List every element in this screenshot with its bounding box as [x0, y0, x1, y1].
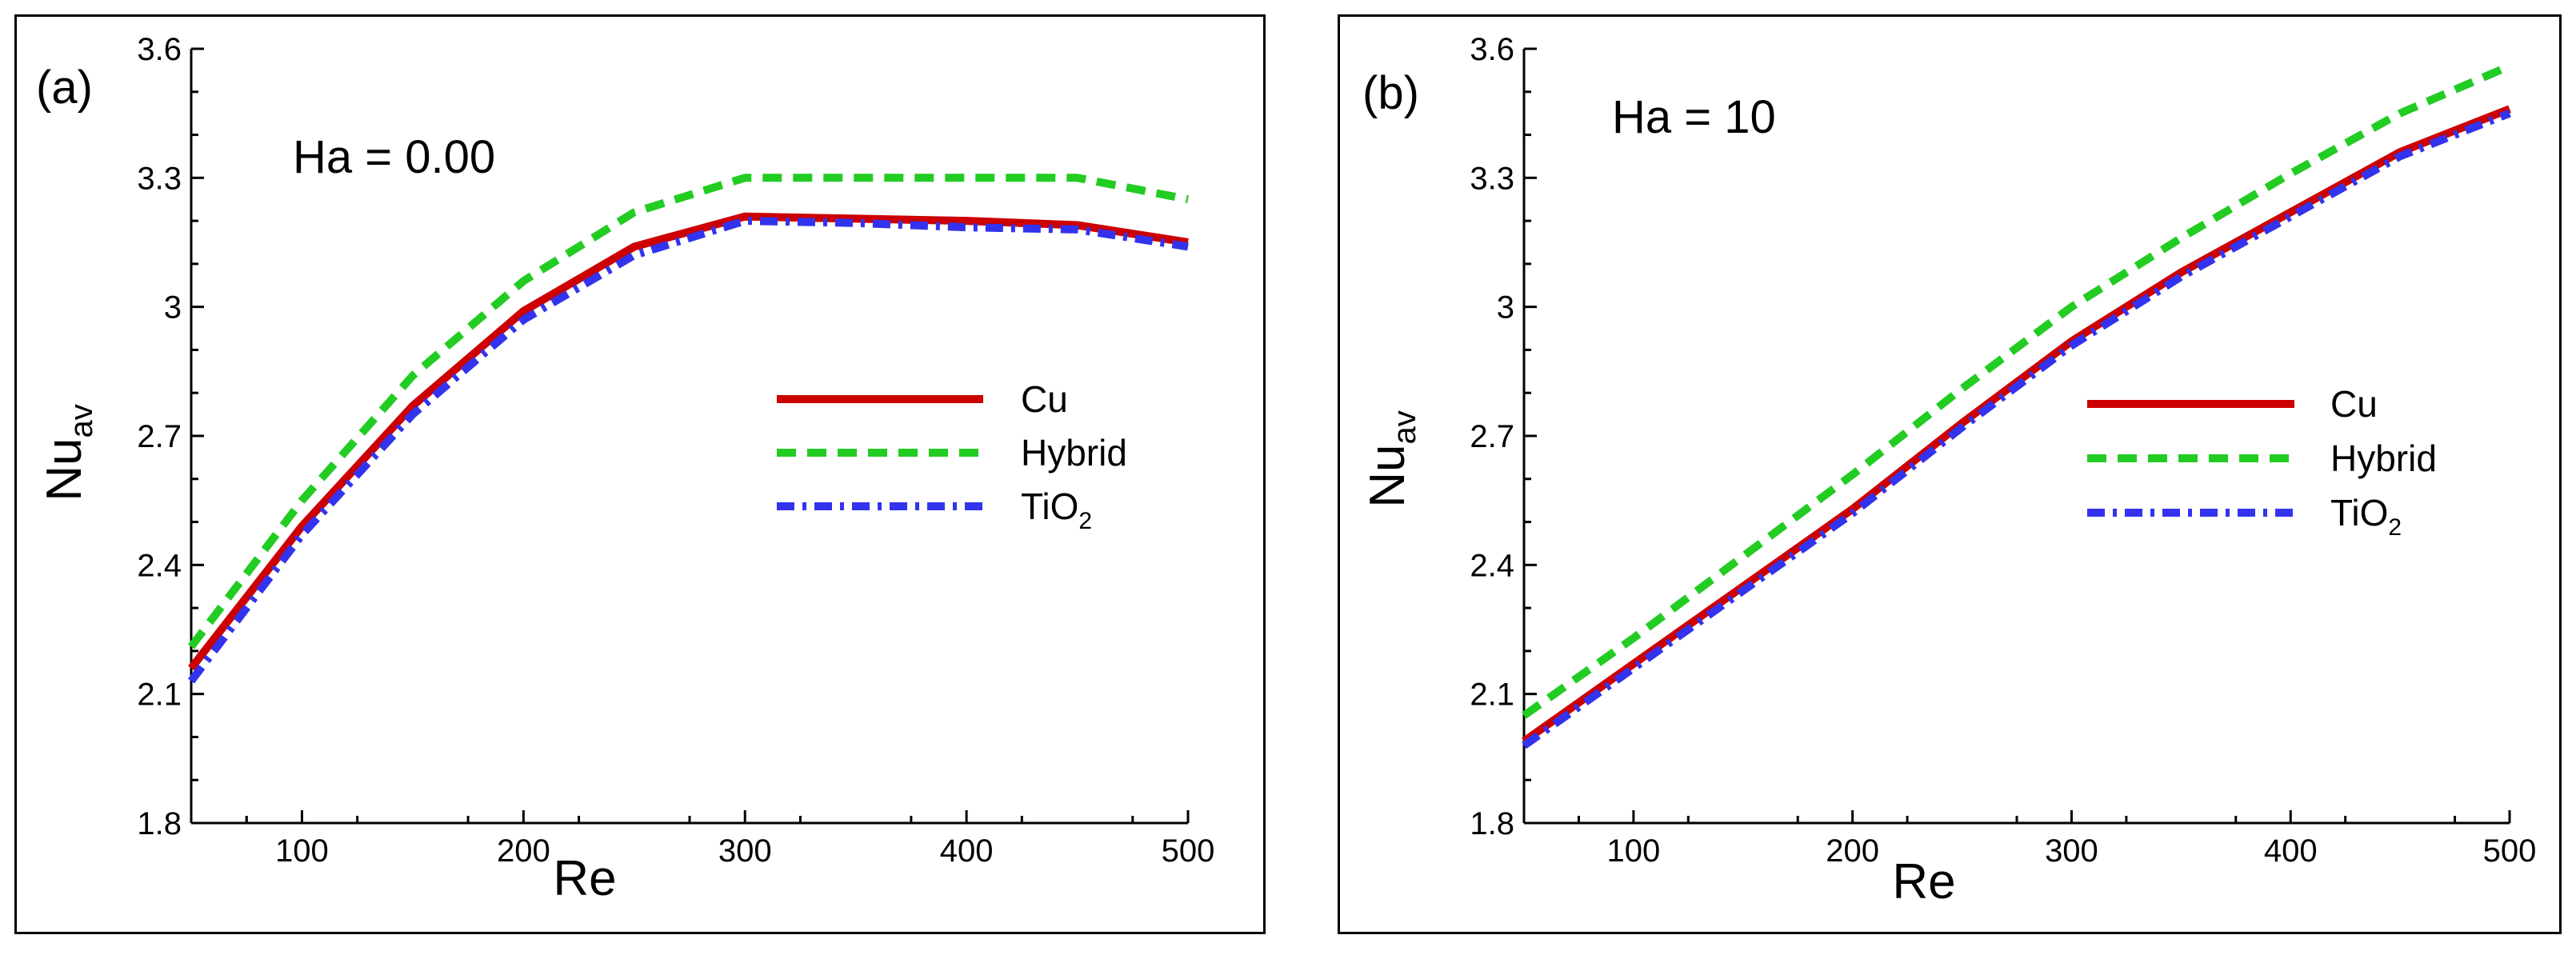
- y-tick-label-a: 3.6: [137, 32, 182, 67]
- y-tick-label-a: 3.3: [137, 161, 182, 196]
- legend-label-main-a: TiO: [1021, 485, 1078, 527]
- x-tick-label-a: 200: [497, 833, 550, 869]
- series-line-cu-b: [1522, 105, 2511, 745]
- legend-label-main-a: Cu: [1021, 378, 1068, 420]
- legend-label-main-b: Cu: [2330, 383, 2378, 425]
- legend-label-cu-a: Cu: [1021, 378, 1068, 420]
- y-axis-title-sub-b: av: [1387, 410, 1422, 444]
- legend-label-tio-a: TiO2: [1021, 485, 1092, 534]
- x-tick-label-a: 400: [940, 833, 994, 869]
- x-tick-label-a: 100: [275, 833, 329, 869]
- ha-annotation-a: Ha = 0.00: [293, 131, 495, 183]
- y-axis-title-b: Nuav: [1360, 410, 1422, 508]
- x-axis-title-b: Re: [1892, 854, 1955, 909]
- y-tick-label-a: 2.4: [137, 548, 182, 583]
- y-axis-title-sub-a: av: [64, 404, 99, 438]
- x-tick-label-b: 300: [2045, 833, 2098, 869]
- y-tick-label-a: 2.1: [137, 677, 182, 713]
- legend-label-cu-b: Cu: [2330, 383, 2378, 425]
- series-line-hybrid-b: [1522, 62, 2511, 719]
- ha-annotation-b: Ha = 10: [1612, 91, 1776, 143]
- x-axis-title-a: Re: [553, 851, 616, 906]
- series-line-tio-b: [1522, 110, 2511, 749]
- y-axis-title-a: Nuav: [37, 404, 99, 501]
- x-tick-label-b: 100: [1607, 833, 1661, 869]
- y-tick-label-b: 2.4: [1470, 548, 1514, 583]
- x-tick-label-b: 200: [1826, 833, 1879, 869]
- legend-label-sub-a: 2: [1078, 508, 1092, 534]
- x-tick-label-b: 500: [2483, 833, 2537, 869]
- y-tick-label-b: 3: [1497, 290, 1514, 326]
- panel-label-a: (a): [36, 62, 93, 114]
- chart-panel-a: 1.8 2.1 2.4 2.7 3 3.3 3.6 100 200 300 400 500 Re Nuav…: [14, 14, 1266, 934]
- chart-panel-b: 1.8 2.1 2.4 2.7 3 3.3 3.6 100 200 300 400 500 Re Nuav…: [1338, 14, 2562, 934]
- series-line-tio-a: [188, 217, 1189, 684]
- legend-label-hybrid-b: Hybrid: [2330, 438, 2437, 479]
- legend-label-hybrid-a: Hybrid: [1021, 432, 1127, 474]
- y-tick-label-a: 1.8: [137, 806, 182, 841]
- legend-label-sub-b: 2: [2388, 514, 2402, 541]
- y-tick-label-a: 3: [164, 290, 182, 326]
- y-tick-label-b: 2.1: [1470, 677, 1514, 713]
- y-tick-label-a: 2.7: [137, 419, 182, 454]
- x-tick-label-a: 300: [718, 833, 772, 869]
- y-axis-title-main-a: Nu: [37, 438, 92, 501]
- series-line-hybrid-a: [188, 174, 1189, 649]
- y-tick-label-b: 3.6: [1470, 32, 1514, 67]
- y-tick-label-b: 3.3: [1470, 161, 1514, 196]
- chart-svg-a: 1.8 2.1 2.4 2.7 3 3.3 3.6 100 200 300 400 500 Re Nuav…: [36, 32, 1215, 906]
- legend-label-main-b: TiO: [2330, 492, 2388, 533]
- legend-label-main-a: Hybrid: [1021, 432, 1127, 474]
- legend-label-main-b: Hybrid: [2330, 438, 2437, 479]
- y-axis-title-main-b: Nu: [1360, 444, 1415, 507]
- series-line-cu-a: [188, 212, 1189, 671]
- legend-label-tio-b: TiO2: [2330, 492, 2402, 541]
- panel-label-b: (b): [1362, 67, 1419, 119]
- y-tick-label-b: 2.7: [1470, 419, 1514, 454]
- x-tick-label-b: 400: [2264, 833, 2318, 869]
- x-tick-label-a: 500: [1162, 833, 1215, 869]
- y-tick-label-b: 1.8: [1470, 806, 1514, 841]
- chart-svg-b: 1.8 2.1 2.4 2.7 3 3.3 3.6 100 200 300 400 500 Re Nuav…: [1360, 32, 2537, 909]
